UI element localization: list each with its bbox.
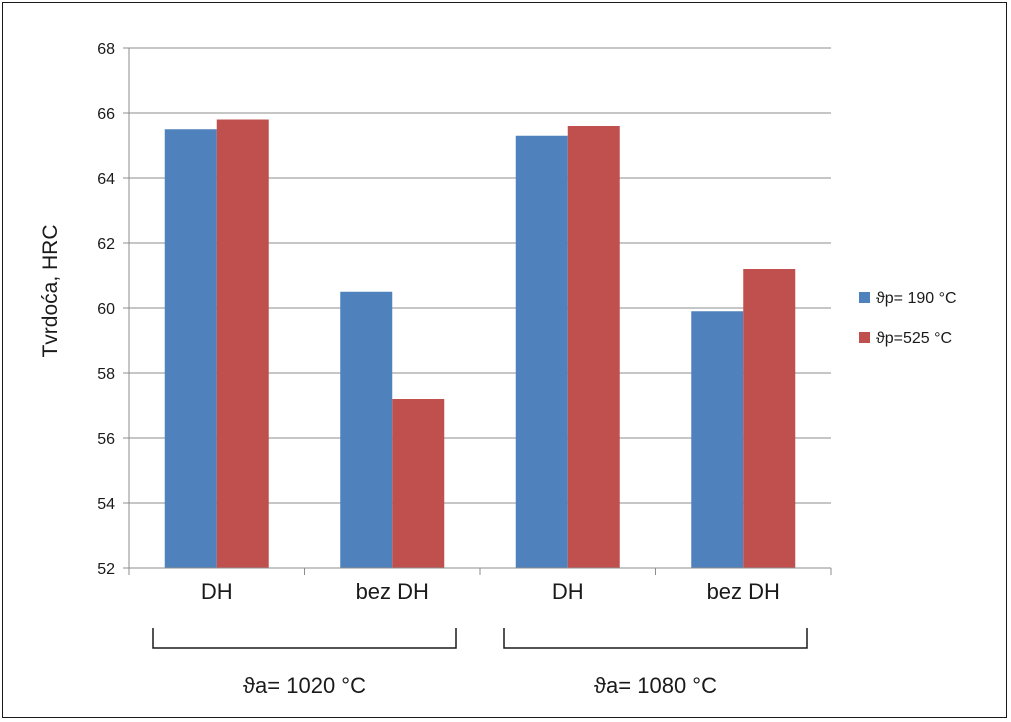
bars [164, 119, 796, 568]
x-category-label: bez DH [707, 579, 780, 604]
x-category-label: DH [552, 579, 584, 604]
legend: ϑp= 190 °C ϑp=525 °C [859, 290, 957, 347]
y-tick-label: 68 [97, 41, 115, 58]
y-tick-label: 60 [97, 301, 115, 318]
group-brackets: ϑa= 1020 °C ϑa= 1080 °C [152, 628, 808, 698]
y-tick-labels: 52 54 56 58 60 62 64 66 68 [97, 41, 115, 578]
bar-series-0-cat-0 [164, 129, 217, 568]
y-tick-label: 58 [97, 366, 115, 383]
y-axis-title: Tvrdoća, HRC [39, 224, 62, 357]
legend-label: ϑp=525 °C [876, 330, 952, 347]
legend-swatch [859, 292, 870, 303]
group-label: ϑa= 1080 °C [594, 673, 717, 698]
legend-label: ϑp= 190 °C [876, 290, 957, 307]
group-bracket [152, 628, 457, 649]
bar-series-0-cat-3 [691, 311, 744, 568]
x-category-label: DH [201, 579, 233, 604]
y-tick-label: 62 [97, 236, 115, 253]
bar-series-1-cat-1 [392, 399, 445, 568]
bar-series-1-cat-2 [567, 126, 620, 568]
y-tick-label: 52 [97, 561, 115, 578]
legend-swatch [859, 332, 870, 343]
bar-series-0-cat-2 [515, 135, 568, 568]
group-label: ϑa= 1020 °C [243, 673, 366, 698]
x-category-labels: DH bez DH DH bez DH [201, 579, 780, 604]
bar-series-1-cat-3 [743, 269, 796, 568]
axes [128, 48, 832, 575]
y-tick-label: 66 [97, 106, 115, 123]
x-category-label: bez DH [356, 579, 429, 604]
y-tick-label: 64 [97, 171, 115, 188]
group-bracket [503, 628, 808, 649]
bar-chart: 52 54 56 58 60 62 64 66 68 DH bez DH DH bez DH ϑa= … [39, 41, 957, 698]
bar-series-1-cat-0 [216, 119, 269, 568]
y-tick-label: 56 [97, 431, 115, 448]
y-tick-label: 54 [97, 496, 115, 513]
bar-series-0-cat-1 [340, 291, 393, 568]
